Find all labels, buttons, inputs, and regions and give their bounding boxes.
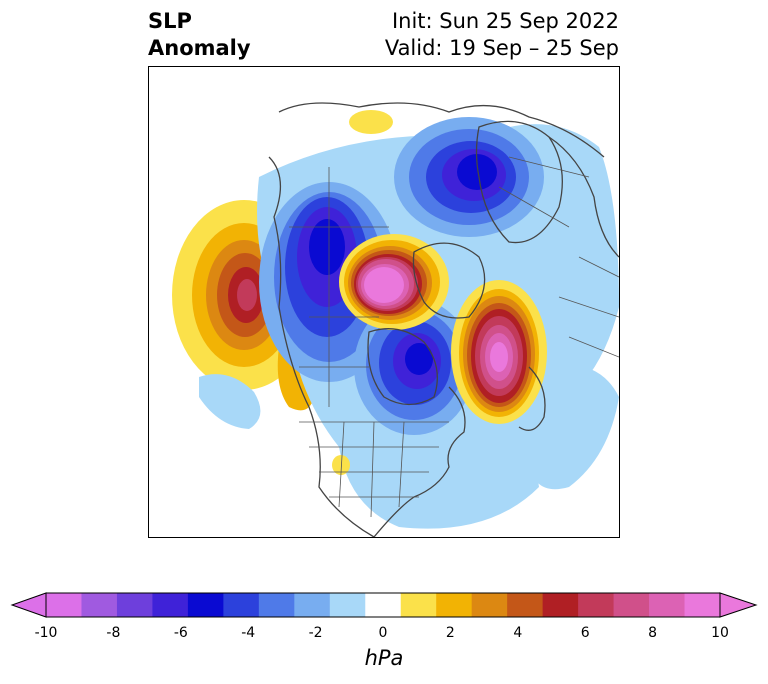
colorbar-swatch: [684, 593, 721, 617]
init-date: Init: Sun 25 Sep 2022: [391, 9, 619, 33]
colorbar-swatch: [507, 593, 544, 617]
colorbar-swatch: [400, 593, 437, 617]
positive-patch-central-us: [332, 455, 350, 475]
colorbar-swatch: [81, 593, 118, 617]
positive-fringe-west-coast: [277, 347, 314, 411]
colorbar-units: hPa: [364, 646, 404, 670]
colorbar-extend-min: [10, 592, 47, 618]
political-borders: [289, 156, 619, 518]
colorbar-swatch: [578, 593, 615, 617]
valid-range: Valid: 19 Sep – 25 Sep: [384, 36, 619, 60]
colorbar-tick-label: 8: [648, 625, 658, 641]
positive-patch-siberia: [349, 110, 393, 134]
negative-lobe-atlantic-east: [529, 365, 619, 490]
colorbar-swatch: [542, 593, 579, 617]
colorbar-tick-label: 2: [445, 625, 455, 641]
title-line-anomaly: Anomaly: [148, 36, 251, 60]
colorbar-swatches: [10, 592, 758, 618]
map-canvas: [172, 102, 619, 537]
title-line-slp: SLP: [148, 9, 192, 33]
negative-lobe-northern-russia: [394, 117, 544, 237]
colorbar-tick-label: -10: [34, 625, 58, 641]
anomaly-map: [148, 66, 620, 538]
colorbar-swatch: [294, 593, 331, 617]
colorbar-swatch: [329, 593, 366, 617]
colorbar-swatch: [152, 593, 189, 617]
map-title: SLP Anomaly: [148, 8, 251, 62]
colorbar-tick-label: 6: [580, 625, 590, 641]
colorbar-swatch: [471, 593, 508, 617]
positive-lobe-arctic-greenland: [339, 234, 449, 330]
colorbar-tick-label: -8: [106, 625, 121, 641]
positive-lobe-north-atlantic: [451, 280, 547, 424]
colorbar-swatch: [436, 593, 473, 617]
colorbar-swatch: [187, 593, 224, 617]
colorbar: [10, 590, 758, 624]
colorbar-swatch: [258, 593, 295, 617]
colorbar-tick-label: 10: [711, 625, 729, 641]
map-dates: Init: Sun 25 Sep 2022 Valid: 19 Sep – 25…: [385, 8, 619, 62]
colorbar-swatch: [116, 593, 153, 617]
colorbar-swatch: [365, 593, 402, 617]
colorbar-swatch: [613, 593, 650, 617]
negative-lobe-pacific: [199, 374, 261, 429]
colorbar-tick-label: -4: [241, 625, 256, 641]
colorbar-extend-max: [719, 592, 758, 618]
colorbar-border: [45, 592, 721, 618]
negative-lobe-hudson-bay: [354, 299, 474, 435]
colorbar-swatch: [223, 593, 260, 617]
colorbar-swatch: [46, 593, 82, 617]
colorbar-tick-label: 0: [378, 625, 388, 641]
coastlines: [268, 102, 619, 537]
colorbar-tick-label: -2: [308, 625, 323, 641]
colorbar-tick-label: 4: [513, 625, 523, 641]
colorbar-swatch: [649, 593, 686, 617]
colorbar-tick-label: -6: [173, 625, 188, 641]
